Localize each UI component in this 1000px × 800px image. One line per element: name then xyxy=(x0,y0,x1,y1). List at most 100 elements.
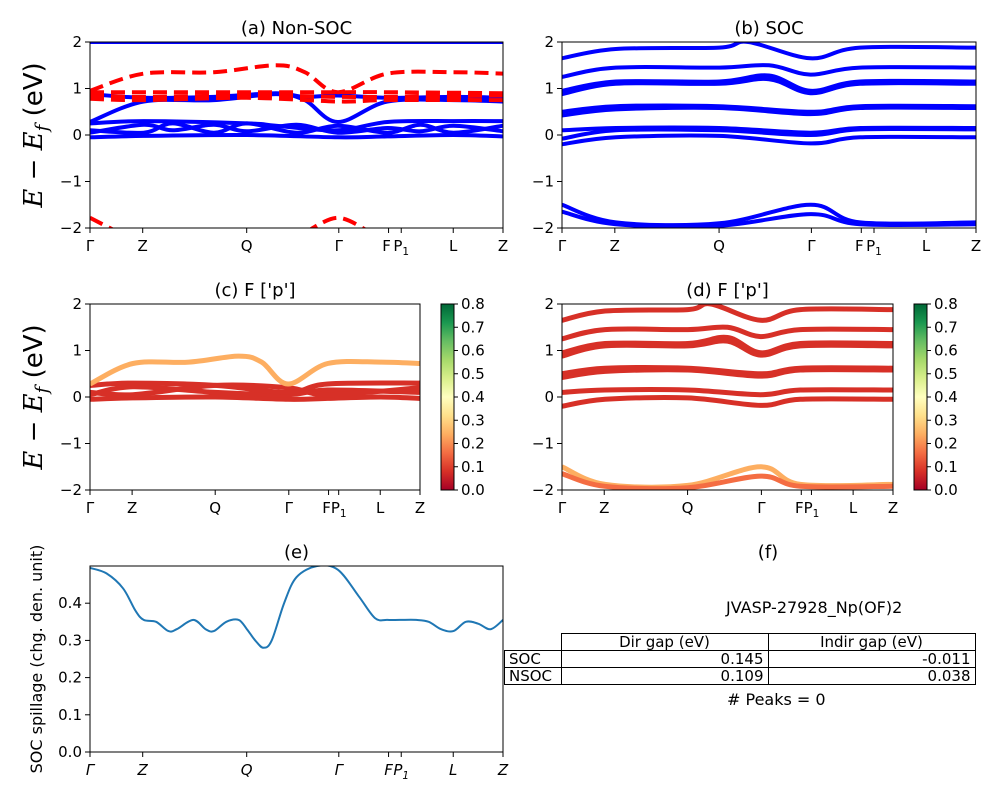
colorbar-tick-label: 0.1 xyxy=(934,458,958,476)
y-tick-label: 2 xyxy=(544,33,554,51)
band-line xyxy=(90,93,503,100)
x-tick-label: Γ xyxy=(86,237,95,255)
plot-area-e xyxy=(90,566,503,649)
x-tick-label-main: P xyxy=(866,237,875,255)
x-tick-label: L xyxy=(849,499,858,517)
x-tick-label: P1 xyxy=(331,499,347,520)
plot-area-c xyxy=(90,353,420,402)
colorbar-tick-label: 0.8 xyxy=(934,295,958,313)
colorbar-tick-label: 0.4 xyxy=(461,388,485,406)
colorbar-tick-label: 0.4 xyxy=(934,388,958,406)
band-line xyxy=(90,216,115,228)
x-tick-label-sub: 1 xyxy=(813,508,820,520)
x-tick-label-main: P xyxy=(804,499,813,517)
x-tick-label: P1 xyxy=(866,237,882,258)
label-unit: (eV) xyxy=(19,324,49,386)
colorbar-tick-label: 0.2 xyxy=(461,435,485,453)
x-tick-label-main: P xyxy=(393,237,402,255)
x-tick-label: Γ xyxy=(86,499,95,517)
x-tick-label: Q xyxy=(682,499,694,517)
projected-band xyxy=(562,324,893,342)
colorbar-tick-label: 0.6 xyxy=(934,342,958,360)
panel-title: (f) xyxy=(758,542,778,563)
label-e: E xyxy=(19,451,49,471)
y-tick-label: 0.4 xyxy=(58,594,82,612)
nsoc-indir-gap: 0.038 xyxy=(767,667,976,685)
projected-band xyxy=(90,353,420,387)
header-dir-gap: Dir gap (eV) xyxy=(560,633,769,651)
projected-band xyxy=(562,387,893,398)
x-tick-label: Γ xyxy=(558,237,567,255)
panel-title: (e) xyxy=(284,542,309,563)
panel-title: (c) F ['p'] xyxy=(214,280,295,301)
x-tick-label: L xyxy=(376,499,385,517)
x-tick-label: Z xyxy=(498,237,508,255)
band-line xyxy=(90,90,503,96)
x-tick-label-main: P xyxy=(331,499,340,517)
band-line xyxy=(562,42,976,61)
colorbar-tick-label: 0.1 xyxy=(461,458,485,476)
x-tick-label: Z xyxy=(888,499,898,517)
y-tick-label: 0 xyxy=(72,126,82,144)
x-tick-label-sub: 1 xyxy=(340,508,347,520)
axes-frame xyxy=(561,41,977,229)
x-tick-label: P1 xyxy=(393,237,409,258)
x-tick-label: Γ xyxy=(335,761,345,779)
label-e2: E xyxy=(19,393,49,413)
projected-band xyxy=(562,394,893,409)
y-tick-label: 0.2 xyxy=(58,669,82,687)
table-title: JVASP-27928_Np(OF)2 xyxy=(726,598,903,617)
x-tick-label: P1 xyxy=(804,499,820,520)
band-line xyxy=(562,202,976,228)
y-axis-label: E − Ef (eV) xyxy=(19,62,53,208)
soc-indir-gap: -0.011 xyxy=(767,650,976,668)
colorbar-tick-label: 0.3 xyxy=(934,411,958,429)
x-tick-label: Γ xyxy=(558,499,567,517)
colorbar-bar xyxy=(440,303,455,491)
y-tick-label: −1 xyxy=(532,173,554,191)
colorbar-c: 0.0 0.1 0.2 0.3 0.4 0.5 0.6 0.7 0.8 xyxy=(440,295,485,499)
x-tick-label: Γ xyxy=(757,499,766,517)
x-tick-label: F xyxy=(382,237,391,255)
row-label-nsoc: NSOC xyxy=(504,667,562,685)
x-tick-label: Q xyxy=(713,237,725,255)
y-tick-label: −1 xyxy=(532,435,554,453)
colorbar-bar xyxy=(913,303,928,491)
band-line xyxy=(90,118,503,133)
panel-title: (b) SOC xyxy=(734,18,803,39)
colorbar-tick-label: 0.6 xyxy=(461,342,485,360)
label-minus: − xyxy=(19,412,49,450)
x-tick-label: F xyxy=(855,237,864,255)
x-tick-label-sub: 1 xyxy=(402,246,409,258)
band-line xyxy=(90,122,503,135)
band-line xyxy=(562,76,976,97)
y-tick-label: 1 xyxy=(544,342,554,360)
y-tick-label: −1 xyxy=(60,435,82,453)
axes-frame xyxy=(89,565,504,753)
label-e2: E xyxy=(19,131,49,151)
band-line xyxy=(90,95,503,104)
spillage-line xyxy=(90,566,503,649)
panel-title: (a) Non-SOC xyxy=(241,18,352,39)
x-tick-label-sub: 1 xyxy=(402,770,409,782)
band-line xyxy=(90,132,503,140)
colorbar-tick-label: 0.2 xyxy=(934,435,958,453)
x-tick-label: Z xyxy=(610,237,620,255)
y-tick-label: 2 xyxy=(72,295,82,313)
row-label-soc: SOC xyxy=(504,650,562,668)
projected-band xyxy=(562,364,893,377)
panel-title: (d) F ['p'] xyxy=(686,280,769,301)
x-tick-label: F xyxy=(322,499,331,517)
table-row: SOC 0.145 -0.011 xyxy=(504,650,976,668)
y-axis-label: E − Ef (eV) xyxy=(19,324,53,470)
y-tick-label: 1 xyxy=(72,80,82,98)
y-tick-label: 0 xyxy=(544,388,554,406)
y-tick-label: 0.0 xyxy=(58,743,82,761)
colorbar-tick-label: 0.8 xyxy=(461,295,485,313)
x-tick-label-main: P xyxy=(393,761,403,779)
x-tick-label: Q xyxy=(241,237,253,255)
y-tick-label: 0.1 xyxy=(58,706,82,724)
